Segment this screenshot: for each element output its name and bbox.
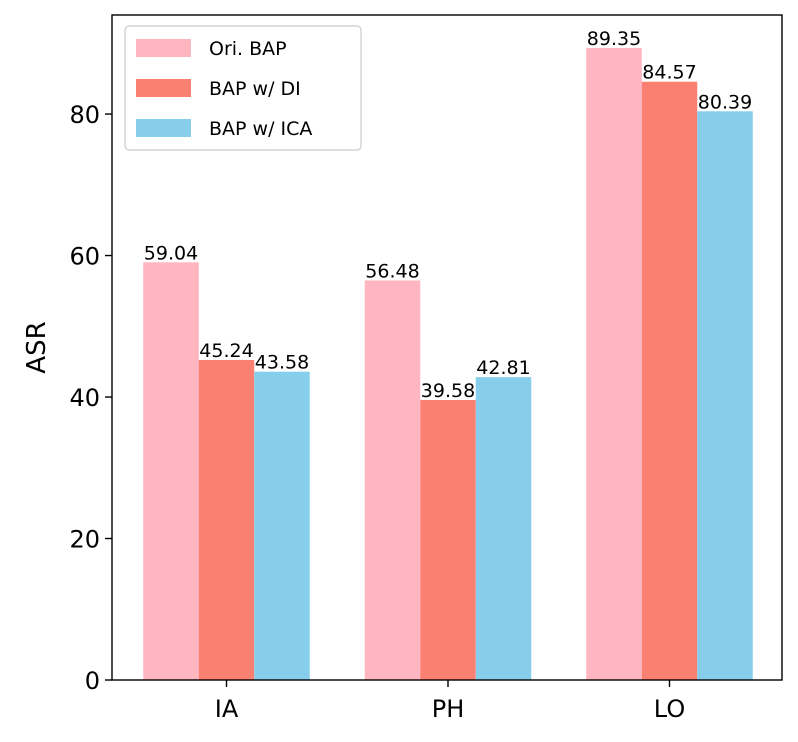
y-tick-label: 80 xyxy=(69,101,100,129)
legend: Ori. BAP BAP w/ DI BAP w/ ICA xyxy=(124,25,362,151)
bar xyxy=(420,399,476,680)
bar xyxy=(143,262,199,680)
legend-swatch xyxy=(136,79,191,97)
bar xyxy=(364,280,421,680)
x-tick-label: PH xyxy=(432,695,465,723)
x-tick-label: LO xyxy=(654,695,685,723)
bar-value-label: 59.04 xyxy=(144,242,198,264)
x-tick-label: IA xyxy=(215,695,239,723)
y-tick-label: 60 xyxy=(69,243,100,271)
bar xyxy=(198,359,255,680)
bar-value-label: 84.57 xyxy=(642,62,696,84)
y-axis-label: ASR xyxy=(22,321,52,373)
bar-value-labels: 59.04 56.48 89.35 45.24 39.58 84.57 43.58 42.81… xyxy=(144,28,752,402)
y-tick-label: 0 xyxy=(85,667,100,695)
bar-value-label: 80.39 xyxy=(698,91,752,113)
bar-value-label: 45.24 xyxy=(199,340,253,362)
legend-label: BAP w/ ICA xyxy=(209,118,312,140)
bar xyxy=(586,47,642,680)
bar-value-label: 56.48 xyxy=(365,260,419,282)
bar xyxy=(475,377,532,680)
bar-value-label: 89.35 xyxy=(587,28,641,50)
legend-label: BAP w/ DI xyxy=(209,78,301,100)
legend-swatch xyxy=(136,119,191,137)
bar-value-label: 39.58 xyxy=(421,380,475,402)
bar xyxy=(641,81,698,681)
x-axis-ticks: IA PH LO xyxy=(215,680,685,723)
bar xyxy=(697,111,753,680)
bar-value-label: 43.58 xyxy=(255,352,309,374)
y-axis-ticks: 0 20 40 60 80 xyxy=(69,101,112,695)
bar xyxy=(254,371,310,680)
bars-group xyxy=(143,47,753,681)
plot-frame xyxy=(111,14,783,681)
y-tick-label: 20 xyxy=(69,526,100,554)
legend-swatch xyxy=(136,39,191,57)
bar-value-label: 42.81 xyxy=(476,357,530,379)
legend-label: Ori. BAP xyxy=(209,38,287,60)
y-tick-label: 40 xyxy=(69,384,100,412)
